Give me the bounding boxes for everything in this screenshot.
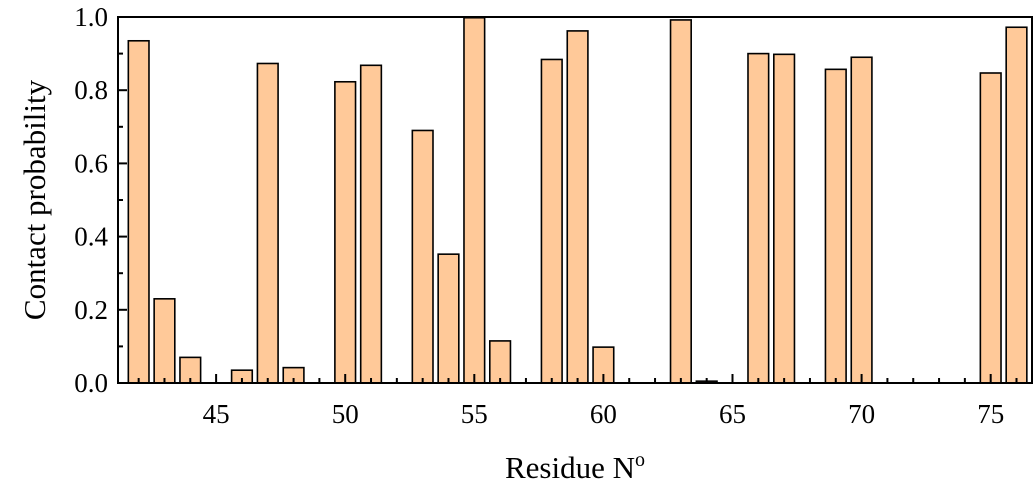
x-axis-title: Residue No [505,449,645,484]
y-tick-label: 0.4 [74,222,108,252]
bar-residue-47 [256,62,279,384]
bar-residue-69 [824,68,847,384]
y-tick-label: 0.8 [74,75,108,105]
y-tick-label: 1.0 [74,2,108,32]
bar-residue-59 [566,30,589,384]
y-tick-label: 0.0 [74,368,108,398]
bar-residue-67 [773,53,796,384]
bar-residue-58 [540,58,563,384]
x-tick-label: 60 [590,399,617,429]
bars-layer [127,16,1028,384]
bar-residue-51 [359,64,383,384]
x-axis-title-text: Residue N [505,450,635,484]
x-tick-label: 75 [977,399,1004,429]
bar-residue-42 [127,39,150,384]
bar-residue-63 [669,19,692,384]
y-tick-label: 0.6 [74,148,108,178]
bar-residue-43 [153,298,176,384]
bar-residue-70 [850,56,873,384]
bar-residue-55 [463,16,486,384]
bar-residue-56 [488,340,512,384]
y-axis-title: Contact probability [17,79,52,320]
bar-residue-53 [411,129,434,384]
x-tick-label: 70 [848,399,875,429]
bar-residue-50 [334,80,357,384]
x-tick-label: 55 [461,399,488,429]
x-tick-label: 65 [719,399,746,429]
y-tick-label: 0.2 [74,295,108,325]
plot-frame [117,16,1033,384]
bar-residue-54 [437,253,460,384]
bar-residue-76 [1005,26,1028,384]
bar-residue-75 [979,72,1002,384]
x-tick-label: 50 [332,399,359,429]
x-tick-label: 45 [203,399,230,429]
bar-residue-66 [747,52,770,384]
x-axis-title-superscript: o [635,449,645,471]
